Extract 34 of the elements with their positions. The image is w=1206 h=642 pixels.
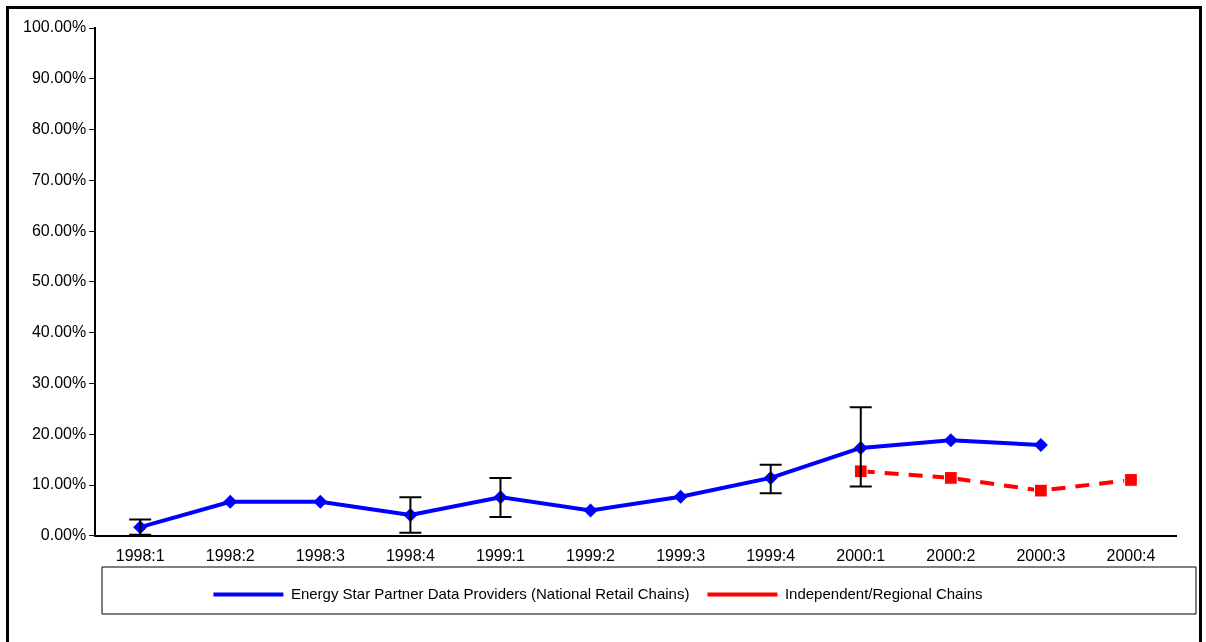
legend-label: Energy Star Partner Data Providers (National Retail Chains) [290, 584, 690, 602]
y-tick-label: 50.00% [31, 272, 87, 290]
x-tick-label: 2000:2 [926, 546, 976, 564]
x-tick-label: 1999:2 [566, 546, 616, 564]
y-tick-label: 10.00% [31, 475, 87, 493]
point [223, 494, 238, 509]
y-tick-label: 20.00% [31, 424, 87, 442]
y-tick-label: 80.00% [31, 119, 87, 137]
y-tick-label: 30.00% [31, 373, 87, 391]
y-tick-label: 70.00% [31, 170, 87, 188]
x-tick-label: 1998:4 [385, 546, 435, 564]
x-tick-label: 1999:1 [476, 546, 526, 564]
point [583, 503, 598, 518]
point [943, 471, 958, 485]
point [1033, 437, 1048, 452]
legend-label: Independent/Regional Chains [784, 584, 983, 602]
y-tick-label: 40.00% [31, 323, 87, 341]
x-tick-label: 2000:4 [1106, 546, 1156, 564]
x-tick-label: 2000:1 [836, 546, 886, 564]
x-tick-label: 1998:3 [295, 546, 345, 564]
y-tick-label: 0.00% [40, 526, 87, 544]
point [1124, 473, 1138, 487]
point [1034, 483, 1048, 498]
y-tick-label: 90.00% [31, 69, 87, 87]
x-tick-label: 1998:1 [115, 546, 165, 564]
x-tick-label: 1999:3 [656, 546, 706, 564]
y-tick-label: 100.00% [22, 18, 87, 36]
x-tick-label: 2000:3 [1016, 546, 1066, 564]
x-tick-label: 1999:4 [746, 546, 796, 564]
point [313, 494, 328, 509]
point [943, 433, 958, 448]
y-tick-label: 60.00% [31, 221, 87, 239]
x-tick-label: 1998:2 [205, 546, 255, 564]
point [673, 489, 688, 504]
